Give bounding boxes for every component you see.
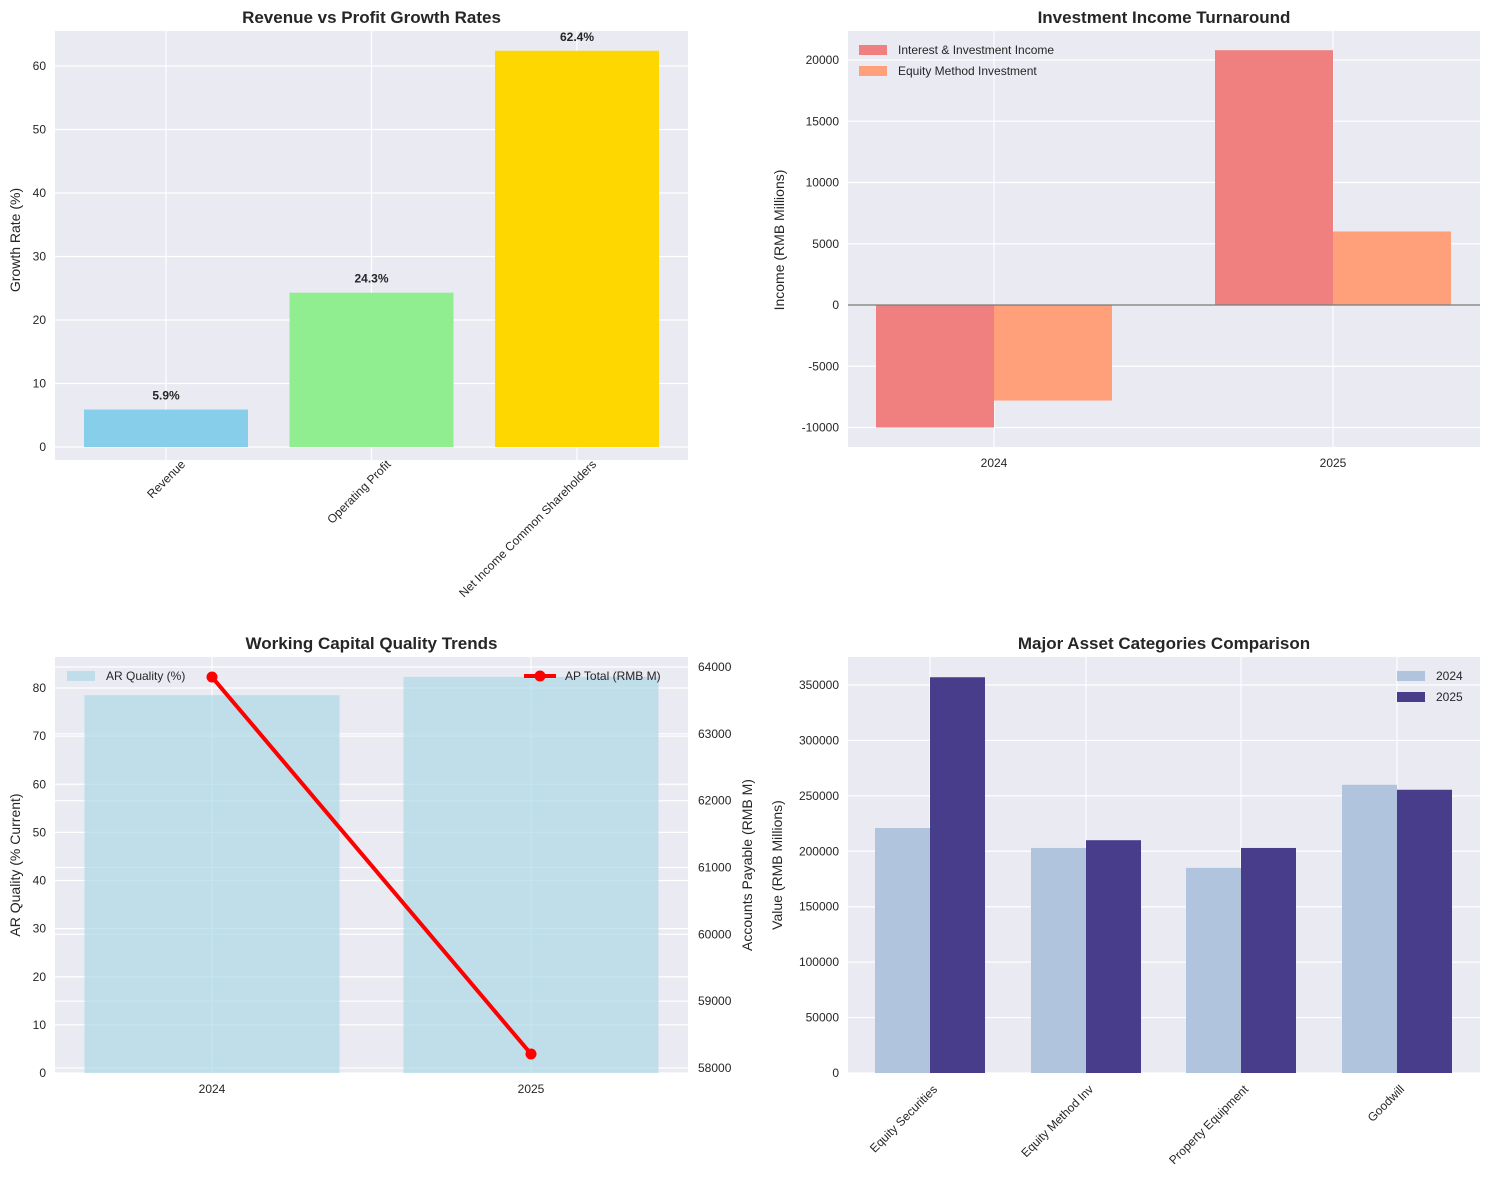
chart-title: Investment Income Turnaround [1038, 8, 1291, 27]
y-tick-label: 40 [33, 874, 47, 888]
y-tick-label: 100000 [799, 955, 839, 969]
y-tick-label: 200000 [799, 844, 839, 858]
y-tick-label: 60 [33, 777, 47, 791]
bar-2024 [1186, 867, 1241, 1073]
chart-title: Revenue vs Profit Growth Rates [242, 8, 501, 27]
y-tick-label: 80 [33, 681, 47, 695]
y-tick-label: 0 [39, 1066, 46, 1080]
y-tick-label: 250000 [799, 789, 839, 803]
chart-working-capital: 0 10 20 30 40 50 60 70 80 58000 59000 60000 61000 620… [7, 634, 755, 1096]
legend-marker [534, 670, 546, 682]
legend-swatch [1397, 692, 1425, 702]
bar-ar-quality [403, 676, 659, 1073]
x-tick-label: 2025 [1320, 456, 1347, 470]
y-tick-label: 10000 [806, 176, 840, 190]
bar-2024 [1031, 847, 1086, 1073]
y-tick-label: 40 [33, 186, 47, 200]
y-tick-label: 62000 [698, 794, 732, 808]
chart-growth: 5.9% 24.3% 62.4% 0 10 20 30 40 50 60 Revenue Operat… [7, 8, 688, 600]
bar [495, 50, 659, 447]
bar-2025 [1397, 789, 1452, 1073]
bar-2025 [1086, 840, 1141, 1073]
y-tick-label: 20000 [806, 53, 840, 67]
y-tick-label: 150000 [799, 900, 839, 914]
chart-assets: 0 50000 100000 150000 200000 250000 300000 3500… [769, 634, 1480, 1167]
x-tick-label: Goodwill [1365, 1082, 1407, 1124]
y-tick-label: 5000 [812, 237, 839, 251]
bar-ar-quality [84, 695, 340, 1073]
bar-2025 [1241, 847, 1296, 1073]
y-tick-label: 50000 [806, 1011, 840, 1025]
x-tick-label: 2025 [518, 1082, 545, 1096]
y-tick-label: 59000 [698, 994, 732, 1008]
y-tick-label: -5000 [808, 359, 839, 373]
bar [289, 292, 454, 447]
y-axis-label: Growth Rate (%) [7, 188, 23, 292]
y-tick-label: 60 [33, 59, 47, 73]
chart-title: Major Asset Categories Comparison [1018, 634, 1310, 653]
legend-swatch [67, 671, 95, 681]
y-tick-label: 60000 [698, 927, 732, 941]
y-tick-label: 300000 [799, 733, 839, 747]
legend-swatch [1397, 671, 1425, 681]
x-tick-label: Net Income Common Shareholders [456, 457, 599, 600]
legend-label: 2024 [1436, 669, 1463, 683]
x-tick-label: 2024 [199, 1082, 226, 1096]
y-tick-label: 0 [39, 440, 46, 454]
legend-label: AR Quality (%) [106, 669, 185, 683]
data-label: 62.4% [560, 30, 594, 44]
legend-label: 2025 [1436, 690, 1463, 704]
y-tick-label: 0 [832, 1066, 839, 1080]
y-tick-label: 20 [33, 313, 47, 327]
bar-2024 [875, 828, 930, 1073]
chart-investment: -10000 -5000 0 5000 10000 15000 20000 2024 2025 I… [771, 8, 1480, 470]
marker-ap-total [206, 671, 218, 683]
y-tick-label: 50 [33, 825, 47, 839]
x-tick-label: Property Equipment [1166, 1082, 1251, 1167]
y-axis-label: AR Quality (% Current) [7, 793, 23, 936]
y-tick-label: 64000 [698, 660, 732, 674]
y-tick-label: 15000 [806, 114, 840, 128]
y-tick-label: 58000 [698, 1061, 732, 1075]
y-tick-label: 50 [33, 123, 47, 137]
y-tick-label: 10 [33, 377, 47, 391]
y-tick-label: 30 [33, 922, 47, 936]
x-tick-label: Revenue [144, 457, 188, 501]
y-tick-label: 0 [832, 298, 839, 312]
data-label: 5.9% [152, 389, 180, 403]
x-tick-label: 2024 [981, 456, 1008, 470]
bar-2024 [1342, 784, 1397, 1073]
y-tick-label: 63000 [698, 727, 732, 741]
y-tick-label: 70 [33, 729, 47, 743]
bar-equity-method [994, 305, 1112, 401]
bar-interest [1215, 50, 1333, 306]
bar [84, 409, 248, 447]
y-tick-label: 350000 [799, 678, 839, 692]
bar-equity-method [1333, 231, 1451, 305]
y-axis-label: Accounts Payable (RMB M) [739, 779, 755, 951]
bar-interest [876, 305, 994, 428]
x-tick-label: Operating Profit [324, 457, 394, 527]
legend-swatch [859, 45, 887, 55]
y-tick-label: -10000 [802, 421, 840, 435]
legend-label: AP Total (RMB M) [565, 669, 661, 683]
y-tick-label: 20 [33, 970, 47, 984]
y-axis-label: Value (RMB Millions) [769, 800, 785, 930]
y-tick-label: 61000 [698, 861, 732, 875]
marker-ap-total [525, 1048, 537, 1060]
bar-2025 [930, 677, 985, 1073]
legend-swatch [859, 66, 887, 76]
chart-title: Working Capital Quality Trends [246, 634, 498, 653]
y-axis-label: Income (RMB Millions) [771, 170, 787, 311]
x-tick-label: Equity Method Inv [1018, 1082, 1096, 1160]
x-tick-label: Equity Securities [867, 1082, 940, 1155]
y-tick-label: 30 [33, 250, 47, 264]
line-ap-total [210, 675, 533, 1056]
y-tick-label: 10 [33, 1018, 47, 1032]
legend-label: Interest & Investment Income [898, 43, 1054, 57]
legend-label: Equity Method Investment [898, 64, 1037, 78]
data-label: 24.3% [354, 272, 388, 286]
